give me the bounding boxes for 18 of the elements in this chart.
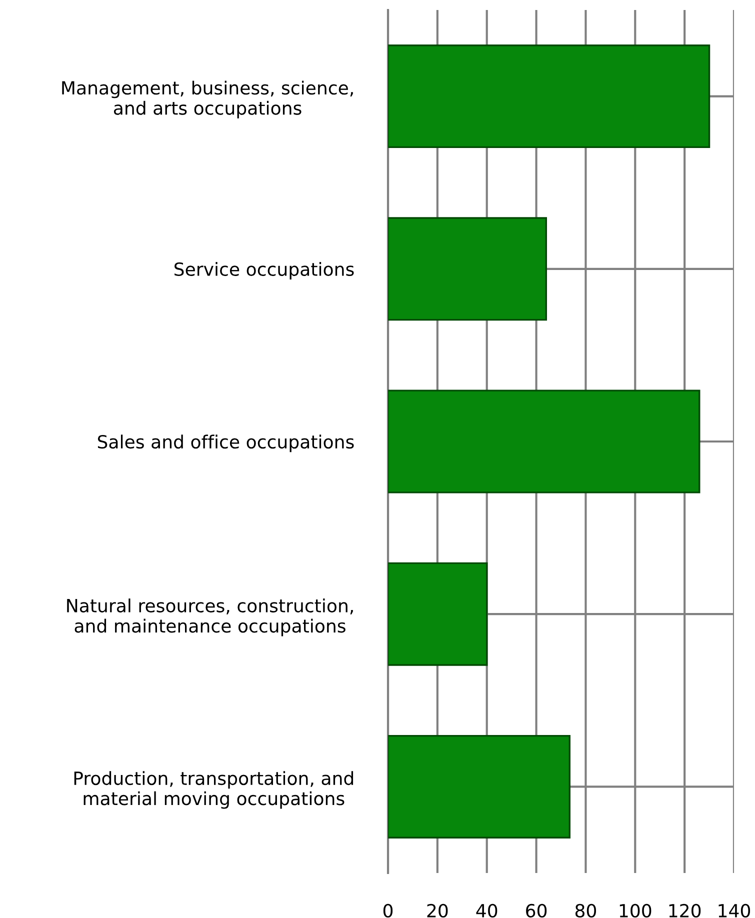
- bar: [388, 734, 570, 838]
- y-tick-label: Natural resources, construction, and maintenance occupations: [67, 598, 353, 636]
- y-tick-label: Management, business, science, and arts occupations: [62, 80, 353, 118]
- x-tick-label: 100: [620, 904, 652, 918]
- x-tick-label: 0: [383, 904, 393, 918]
- y-tick-label: Sales and office occupations: [98, 434, 354, 452]
- x-tick-label: 140: [718, 904, 750, 918]
- x-tick-label: 80: [575, 904, 596, 918]
- y-tick-label: Service occupations: [174, 262, 354, 280]
- bar: [388, 562, 488, 666]
- x-tick-label: 60: [526, 904, 547, 918]
- bar: [388, 217, 548, 321]
- bar: [388, 390, 700, 494]
- y-tick-label: Production, transportation, and material moving occupations: [74, 771, 354, 809]
- bar: [388, 44, 710, 148]
- x-tick-label: 20: [427, 904, 448, 918]
- x-tick-label: 120: [669, 904, 701, 918]
- x-tick-label: 40: [476, 904, 498, 918]
